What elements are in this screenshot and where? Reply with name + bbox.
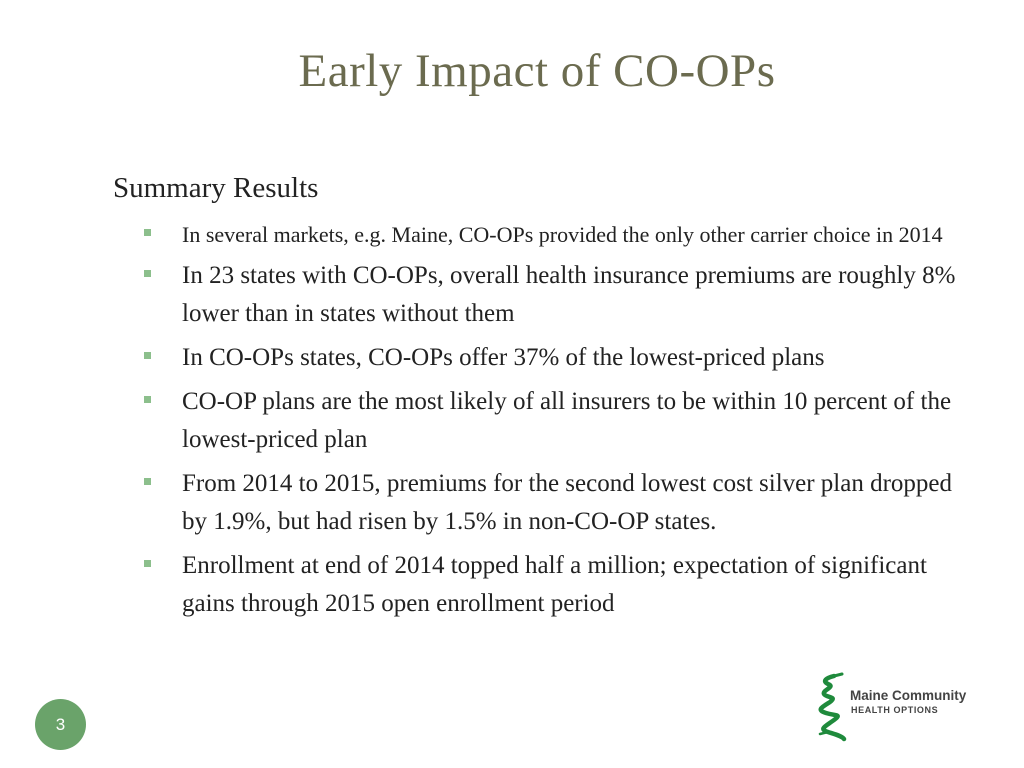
bullet-text: In several markets, e.g. Maine, CO-OPs p… <box>182 222 943 247</box>
bullet-text: CO-OP plans are the most likely of all i… <box>182 388 952 453</box>
bullet-item: Enrollment at end of 2014 topped half a … <box>144 547 964 623</box>
bullet-text: In 23 states with CO-OPs, overall health… <box>182 262 956 327</box>
bullet-item: In several markets, e.g. Maine, CO-OPs p… <box>144 218 964 251</box>
page-number-badge: 3 <box>35 699 86 750</box>
slide-title: Early Impact of CO-OPs <box>298 45 776 97</box>
bullet-item: In CO-OPs states, CO-OPs offer 37% of th… <box>144 339 964 377</box>
bullet-text: From 2014 to 2015, premiums for the seco… <box>182 470 953 535</box>
section-heading: Summary Results <box>113 172 319 204</box>
bullet-list: In several markets, e.g. Maine, CO-OPs p… <box>144 218 964 629</box>
bullet-text: Enrollment at end of 2014 topped half a … <box>182 552 927 617</box>
bullet-square-icon <box>144 396 151 403</box>
company-logo: Maine Community HEALTH OPTIONS <box>812 672 972 744</box>
logo-tagline: HEALTH OPTIONS <box>851 705 939 715</box>
maine-community-health-options-logo-icon <box>818 672 847 742</box>
bullet-text: In CO-OPs states, CO-OPs offer 37% of th… <box>182 344 825 371</box>
bullet-square-icon <box>144 229 151 236</box>
bullet-item: CO-OP plans are the most likely of all i… <box>144 383 964 459</box>
bullet-square-icon <box>144 270 151 277</box>
bullet-square-icon <box>144 560 151 567</box>
bullet-item: From 2014 to 2015, premiums for the seco… <box>144 465 964 541</box>
bullet-item: In 23 states with CO-OPs, overall health… <box>144 257 964 333</box>
bullet-square-icon <box>144 352 151 359</box>
logo-name: Maine Community <box>850 688 967 703</box>
bullet-square-icon <box>144 478 151 485</box>
